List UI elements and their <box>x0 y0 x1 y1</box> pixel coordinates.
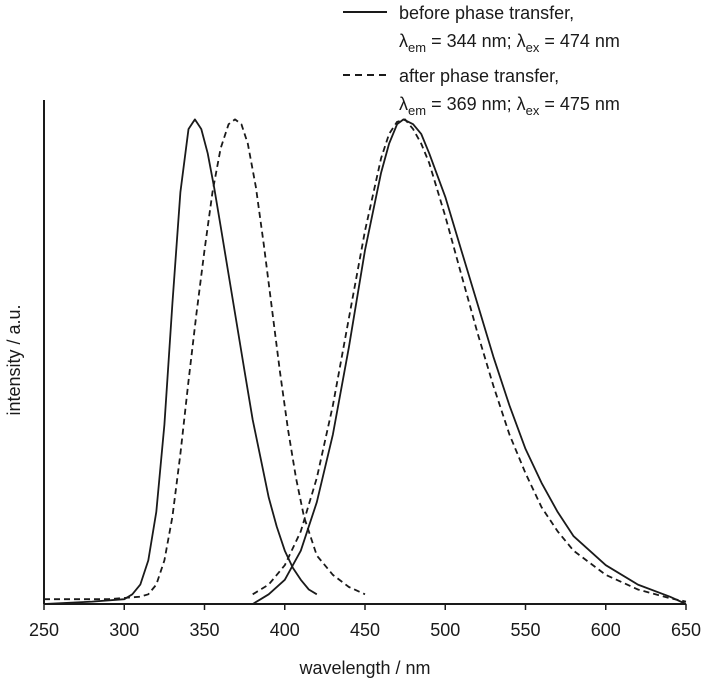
series-line-dashed-emission <box>252 118 687 603</box>
legend: before phase transfer, λem = 344 nm; λex… <box>343 3 620 118</box>
legend-before-sym1: λ <box>399 31 408 51</box>
x-tick-label: 500 <box>430 620 460 640</box>
legend-before-line2: λem = 344 nm; λex = 474 nm <box>399 31 620 55</box>
legend-after-line1: after phase transfer, <box>399 66 559 86</box>
series-line-solid-emission <box>252 118 687 605</box>
legend-after-val1: = 369 nm; <box>426 94 517 114</box>
axes <box>43 100 686 605</box>
x-tick-label: 300 <box>109 620 139 640</box>
x-tick-label: 400 <box>270 620 300 640</box>
legend-before-val1: = 344 nm; <box>426 31 517 51</box>
legend-before-sub1: em <box>408 40 426 55</box>
series-line-solid-excitation <box>43 118 318 605</box>
legend-after-sym1: λ <box>399 94 408 114</box>
x-tick-label: 250 <box>29 620 59 640</box>
legend-after-sym2: λ <box>517 94 526 114</box>
x-axis-ticks: 250 300 350 400 450 500 550 600 650 <box>29 604 701 640</box>
legend-before-sym2: λ <box>517 31 526 51</box>
legend-before-line1: before phase transfer, <box>399 3 574 23</box>
series-line-dashed-excitation <box>44 118 366 601</box>
legend-before-sub2: ex <box>526 40 540 55</box>
legend-after-sub2: ex <box>526 103 540 118</box>
legend-after-line2: λem = 369 nm; λex = 475 nm <box>399 94 620 118</box>
series-layer <box>43 118 687 605</box>
x-tick-label: 550 <box>510 620 540 640</box>
x-axis-label: wavelength / nm <box>298 658 430 678</box>
legend-after-sub1: em <box>408 103 426 118</box>
x-tick-label: 450 <box>350 620 380 640</box>
x-tick-label: 600 <box>591 620 621 640</box>
legend-after-val2: = 475 nm <box>539 94 620 114</box>
legend-before-val2: = 474 nm <box>539 31 620 51</box>
x-tick-label: 350 <box>189 620 219 640</box>
x-tick-label: 650 <box>671 620 701 640</box>
y-axis-label: intensity / a.u. <box>4 304 24 415</box>
